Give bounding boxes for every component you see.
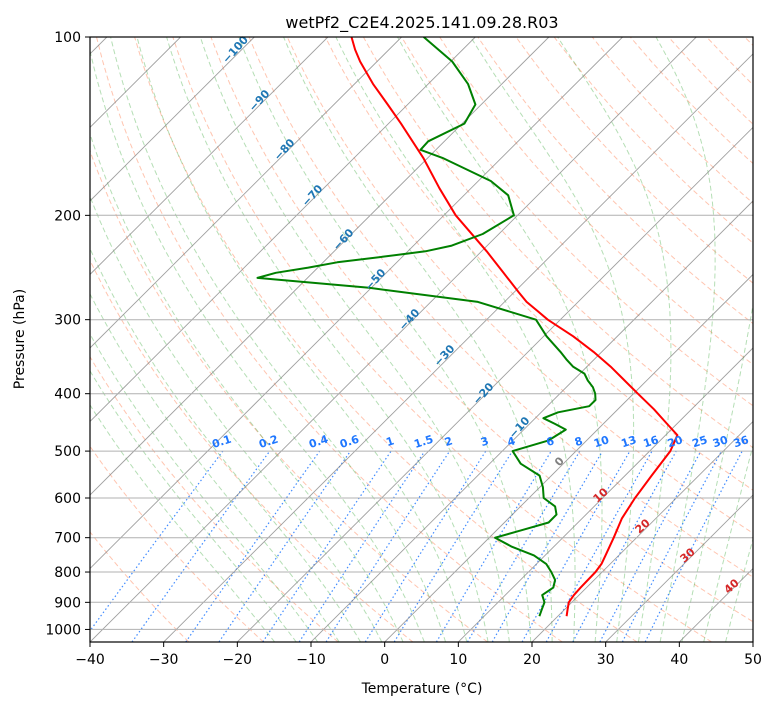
y-tick-label: 400 [54, 387, 81, 403]
y-tick-label: 700 [54, 531, 81, 547]
x-tick-label: 50 [744, 652, 762, 668]
y-axis-label: Pressure (hPa) [12, 289, 28, 389]
x-tick-label: −40 [75, 652, 105, 668]
x-tick-label: 20 [523, 652, 541, 668]
y-tick-label: 1000 [45, 622, 81, 638]
x-axis-label: Temperature (°C) [361, 681, 483, 697]
x-tick-label: 30 [597, 652, 615, 668]
y-tick-label: 600 [54, 491, 81, 507]
x-tick-label: −30 [149, 652, 179, 668]
y-tick-label: 100 [54, 30, 81, 46]
x-tick-label: 10 [449, 652, 467, 668]
y-tick-label: 200 [54, 208, 81, 224]
y-tick-label: 900 [54, 595, 81, 611]
chart-title: wetPf2_C2E4.2025.141.09.28.R03 [285, 13, 558, 33]
x-tick-label: 40 [670, 652, 688, 668]
x-tick-label: −20 [223, 652, 253, 668]
x-tick-label: −10 [296, 652, 326, 668]
x-tick-label: 0 [380, 652, 389, 668]
y-tick-label: 800 [54, 565, 81, 581]
y-tick-label: 300 [54, 313, 81, 329]
y-tick-label: 500 [54, 444, 81, 460]
